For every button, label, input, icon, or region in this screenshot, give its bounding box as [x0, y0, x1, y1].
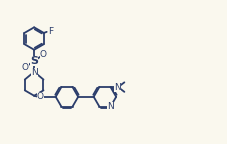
Text: S: S — [30, 56, 38, 66]
Text: O: O — [22, 62, 28, 72]
Text: N: N — [114, 83, 120, 92]
Text: O: O — [37, 92, 44, 101]
Text: N: N — [107, 102, 114, 111]
Text: F: F — [48, 27, 53, 36]
Text: N: N — [31, 68, 37, 77]
Text: O: O — [39, 50, 47, 59]
